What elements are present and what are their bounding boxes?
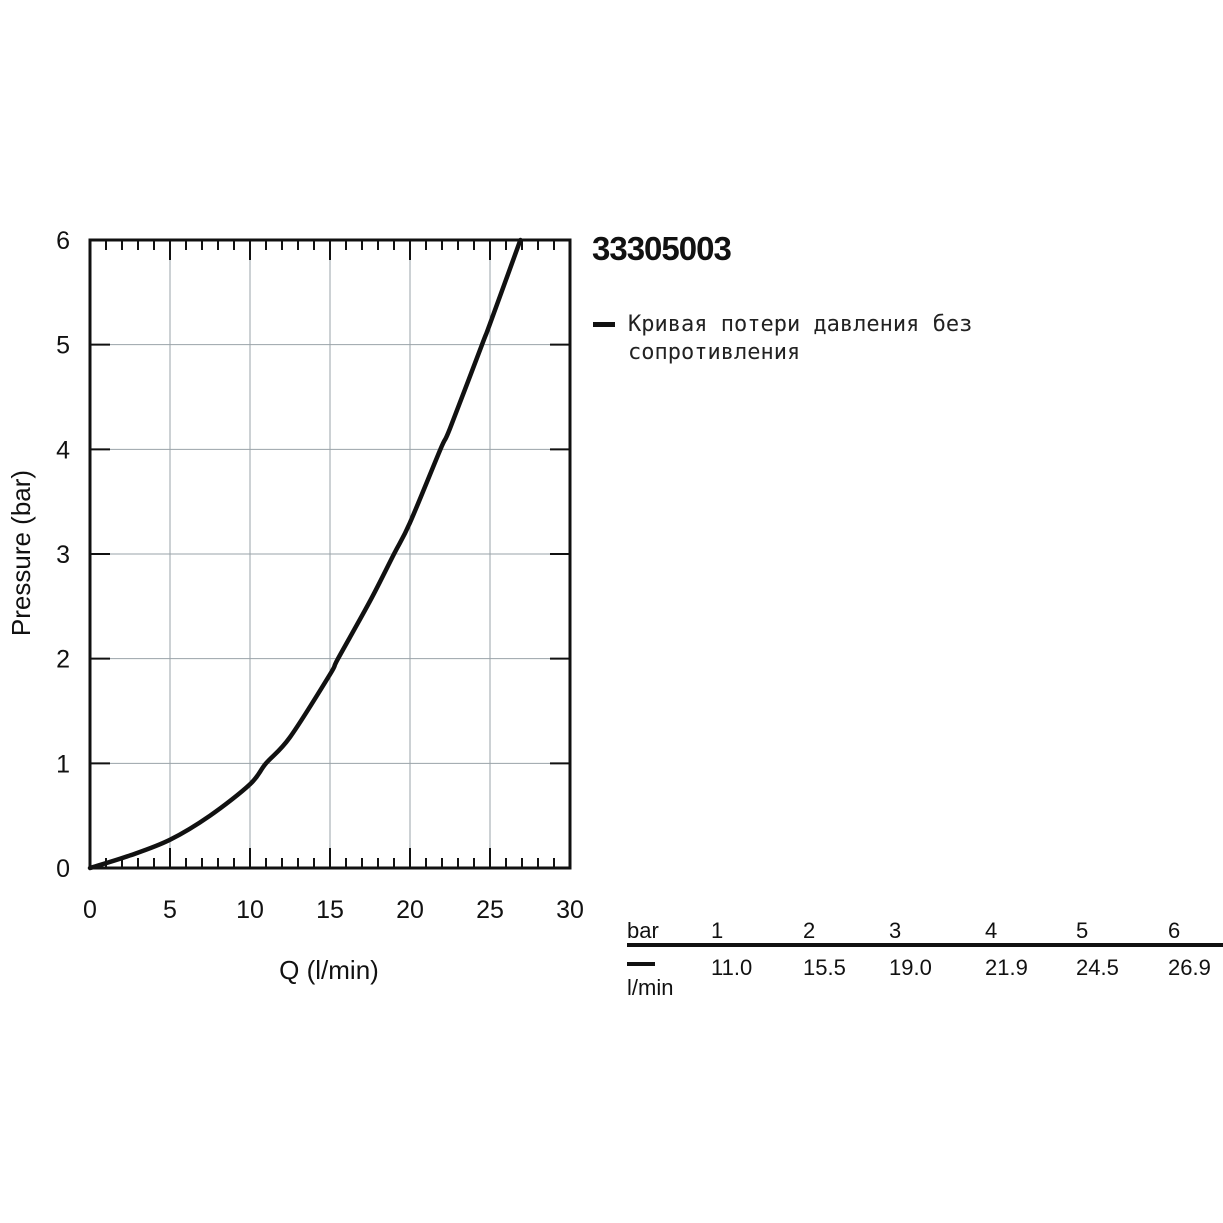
y-tick-labels: 0 1 2 3 4 5 6 xyxy=(56,227,70,883)
legend-label: Кривая потери давления без сопротивления xyxy=(628,312,973,365)
table-flow-header: l/min xyxy=(627,975,674,1000)
x-tick-labels: 0 5 10 15 20 25 30 xyxy=(83,896,584,924)
x-tick-label: 0 xyxy=(83,896,97,924)
minor-ticks xyxy=(105,240,555,868)
y-axis-label: Pressure (bar) xyxy=(6,470,36,636)
table-bar-value: 1 xyxy=(711,918,724,943)
y-tick-label: 5 xyxy=(56,332,70,360)
legend-line-swatch xyxy=(593,322,615,327)
pressure-flow-table: bar l/min 1 2 3 4 5 6 11.0 15.5 19.0 21.… xyxy=(627,918,1223,1003)
pressure-loss-curve xyxy=(87,237,523,871)
x-tick-label: 10 xyxy=(236,896,264,924)
plot-frame xyxy=(88,238,572,870)
y-tick-label: 4 xyxy=(56,436,70,464)
product-code: 33305003 xyxy=(592,230,732,267)
table-line-swatch xyxy=(627,962,655,966)
x-tick-label: 15 xyxy=(316,896,344,924)
table-bar-value: 5 xyxy=(1076,918,1089,943)
x-tick-label: 25 xyxy=(476,896,504,924)
x-tick-label: 20 xyxy=(396,896,424,924)
y-tick-label: 2 xyxy=(56,646,70,674)
table-bar-value: 3 xyxy=(889,918,902,943)
table-flow-value: 21.9 xyxy=(985,955,1028,980)
table-flow-value: 11.0 xyxy=(711,955,753,980)
table-flow-value: 24.5 xyxy=(1076,955,1119,980)
grid-lines xyxy=(90,240,570,868)
x-tick-label: 5 xyxy=(163,896,177,924)
table-flow-value: 19.0 xyxy=(889,955,932,980)
table-pressure-header: bar xyxy=(627,918,659,943)
table-bar-value: 2 xyxy=(803,918,816,943)
table-bar-value: 4 xyxy=(985,918,998,943)
table-flow-value: 26.9 xyxy=(1168,955,1211,980)
table-flow-value: 15.5 xyxy=(803,955,846,980)
table-bar-value: 6 xyxy=(1168,918,1181,943)
y-tick-label: 1 xyxy=(56,750,70,778)
x-axis-label: Q (l/min) xyxy=(279,955,379,985)
y-tick-label: 6 xyxy=(56,227,70,255)
y-tick-label: 0 xyxy=(56,855,70,883)
x-tick-label: 30 xyxy=(556,896,584,924)
table-rule xyxy=(627,943,1223,947)
y-tick-label: 3 xyxy=(56,541,70,569)
